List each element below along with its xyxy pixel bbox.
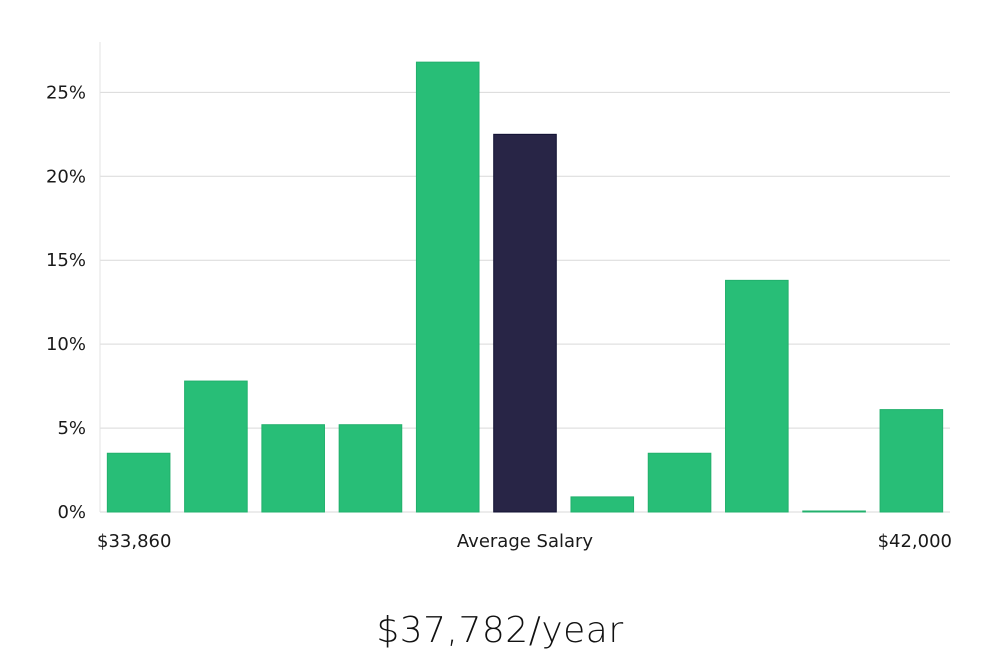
bar <box>647 452 712 513</box>
bar <box>802 510 866 513</box>
bar-average-salary <box>493 133 557 513</box>
bar <box>415 61 480 513</box>
y-axis-ticks: 0% 5% 10% 15% 20% 25% <box>46 82 86 523</box>
bar <box>106 452 171 513</box>
y-tick-label: 5% <box>57 418 86 439</box>
x-label-center: Average Salary <box>457 531 594 552</box>
y-tick-label: 15% <box>46 250 86 271</box>
bar <box>570 496 635 513</box>
average-salary-value: $37,782/year <box>376 610 624 651</box>
salary-distribution-chart: 0%5%10%15%20%25% $33,860 Average Salary … <box>46 42 952 552</box>
bar <box>879 409 944 513</box>
bar <box>184 380 248 513</box>
y-tick-label: 0% <box>57 502 86 523</box>
bars <box>106 61 944 513</box>
y-tick-label: 25% <box>46 82 86 103</box>
bar <box>725 279 789 513</box>
x-label-min: $33,860 <box>97 531 171 552</box>
x-label-max: $42,000 <box>878 531 952 552</box>
bar <box>338 424 403 513</box>
y-tick-label: 10% <box>46 334 86 355</box>
y-tick-label: 20% <box>46 166 86 187</box>
bar <box>261 424 325 513</box>
